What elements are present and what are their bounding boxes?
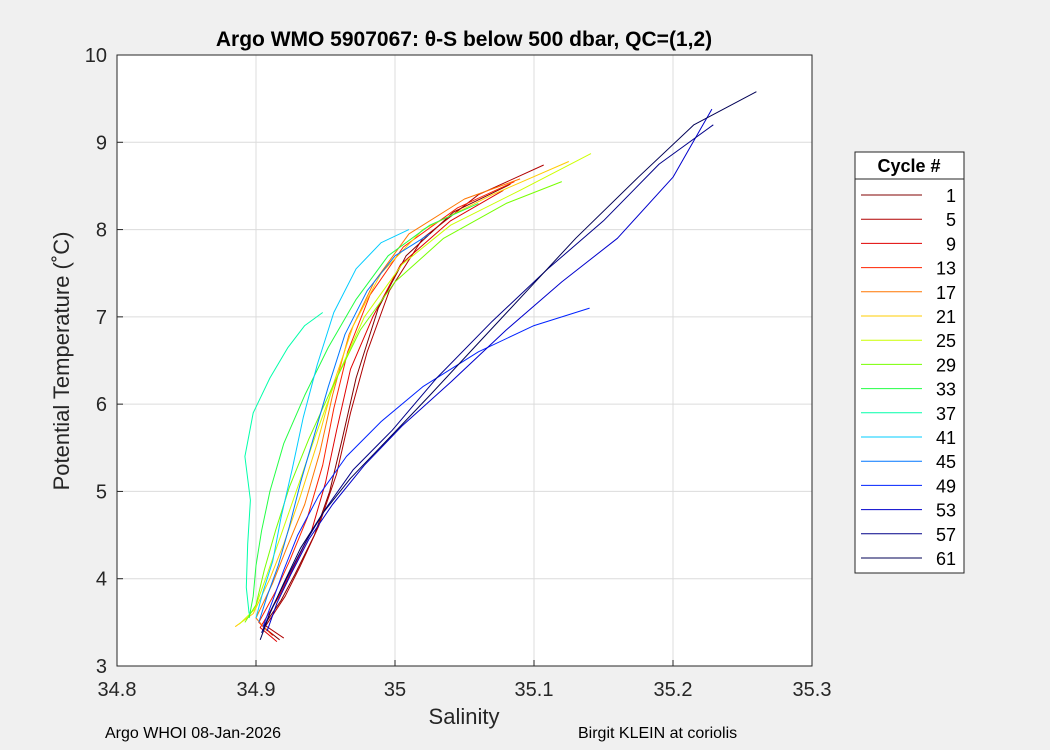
series-line-cycle-1 — [262, 183, 511, 641]
series-line-cycle-33 — [248, 202, 479, 619]
series-line-cycle-5 — [265, 164, 544, 639]
legend-entry-label: 61 — [936, 549, 956, 569]
legend-entry-label: 57 — [936, 525, 956, 545]
legend-entry-label: 9 — [946, 234, 956, 254]
legend: Cycle # 1 5 9 13 17 21 25 29 33 37 41 45 49 53 57 61 — [854, 151, 965, 574]
series-line-cycle-53 — [266, 108, 713, 632]
series-line-cycle-57 — [261, 124, 714, 633]
y-tick-label: 3 — [96, 656, 107, 678]
legend-entry-label: 21 — [936, 307, 956, 327]
x-tick-label: 35 — [384, 679, 406, 701]
legend-title: Cycle # — [877, 156, 940, 176]
footer-source: Argo WHOI 08-Jan-2026 — [105, 725, 282, 742]
series-line-cycle-41 — [255, 229, 410, 619]
x-axis-label: Salinity — [429, 704, 500, 729]
y-tick-label: 9 — [96, 132, 107, 154]
series-line-cycle-25 — [238, 153, 592, 625]
y-tick-label: 8 — [96, 220, 107, 242]
x-tick-labels: 34.8 34.9 35 35.1 35.2 35.3 — [98, 679, 832, 701]
y-tick-label: 7 — [96, 307, 107, 329]
legend-entry-label: 37 — [936, 404, 956, 424]
x-tick-label: 35.3 — [793, 679, 832, 701]
series-line-cycle-61 — [259, 91, 757, 640]
y-tick-label: 4 — [96, 569, 107, 591]
series-line-cycle-21 — [234, 161, 569, 628]
plot-frame — [116, 54, 813, 667]
data-lines — [234, 91, 757, 642]
x-tick-label: 34.9 — [237, 679, 276, 701]
footer-author: Birgit KLEIN at coriolis — [578, 725, 738, 742]
legend-entry-label: 49 — [936, 476, 956, 496]
legend-entry-label: 25 — [936, 331, 956, 351]
legend-entries: 1 5 9 13 17 21 25 29 33 37 41 45 49 53 57 61 — [861, 186, 956, 569]
legend-entry-label: 45 — [936, 452, 956, 472]
legend-entry-label: 29 — [936, 355, 956, 375]
x-tick-label: 34.8 — [98, 679, 137, 701]
legend-entry-label: 13 — [936, 259, 956, 279]
legend-box — [854, 151, 965, 574]
y-tick-label: 5 — [96, 481, 107, 503]
y-axis-label: Potential Temperature (˚C) — [49, 232, 74, 491]
x-tick-label: 35.2 — [654, 679, 693, 701]
legend-entry-label: 41 — [936, 428, 956, 448]
legend-entry-label: 17 — [936, 283, 956, 303]
y-tick-label: 6 — [96, 394, 107, 416]
series-line-cycle-49 — [262, 307, 590, 627]
y-tick-labels: 3 4 5 6 7 8 9 10 — [85, 45, 107, 678]
legend-entry-label: 53 — [936, 501, 956, 521]
legend-entry-label: 5 — [946, 210, 956, 230]
y-tick-label: 10 — [85, 45, 107, 67]
x-tick-label: 35.1 — [515, 679, 554, 701]
legend-entry-label: 1 — [946, 186, 956, 206]
chart-title: Argo WMO 5907067: θ-S below 500 dbar, QC… — [216, 28, 712, 51]
series-line-cycle-45 — [258, 233, 431, 623]
series-line-cycle-37 — [244, 312, 323, 614]
legend-entry-label: 33 — [936, 380, 956, 400]
grid-lines — [116, 54, 813, 667]
